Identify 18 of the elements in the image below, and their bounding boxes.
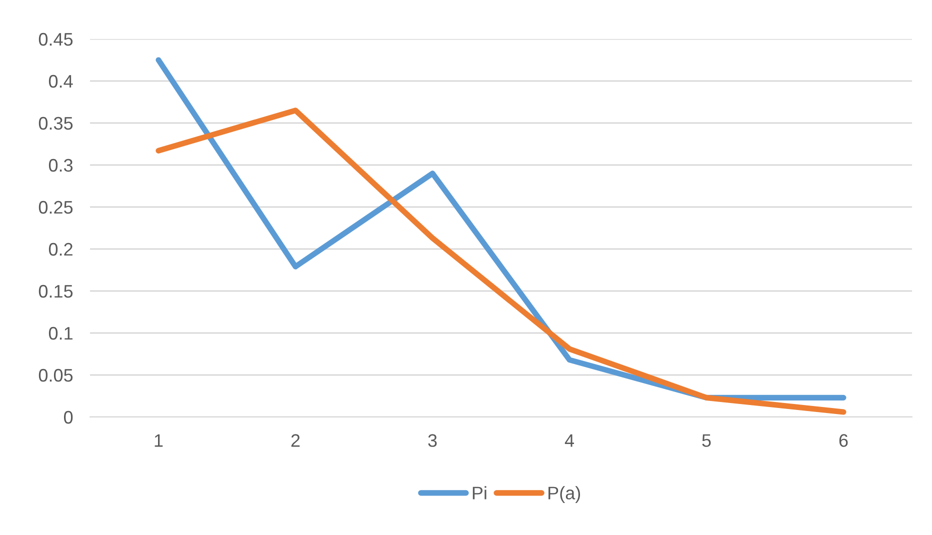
x-tick-label: 6	[839, 434, 848, 447]
y-tick-label: 0	[64, 410, 73, 424]
x-tick-label: 3	[428, 434, 437, 447]
x-tick-label: 1	[154, 434, 163, 447]
y-tick-label: 0.4	[48, 74, 73, 88]
x-tick-label: 2	[291, 434, 300, 447]
y-tick-label: 0.2	[48, 242, 72, 256]
y-tick-label: 0.45	[38, 32, 73, 46]
x-tick-label: 5	[702, 434, 711, 447]
y-tick-label: 0.15	[38, 284, 73, 298]
y-tick-label: 0.1	[48, 326, 72, 340]
y-tick-label: 0.3	[48, 158, 73, 172]
y-tick-label: 0.35	[38, 116, 73, 130]
x-tick-label: 4	[564, 434, 574, 447]
y-tick-label: 0.05	[38, 368, 73, 382]
y-tick-label: 0.25	[38, 200, 73, 214]
legend-label: P(a)	[548, 486, 580, 503]
legend-label: Pi	[472, 486, 486, 500]
